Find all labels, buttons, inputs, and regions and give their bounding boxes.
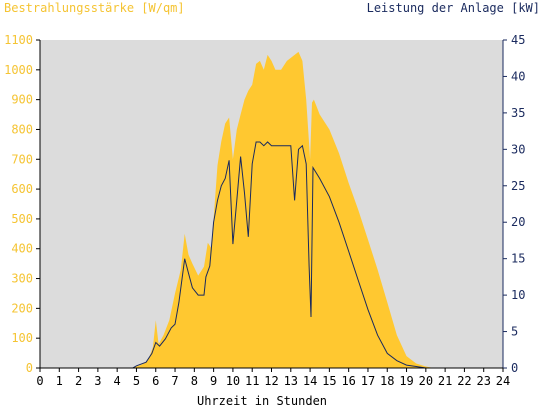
x-tick-label: 3 [94,374,101,388]
x-tick-label: 1 [56,374,63,388]
y-left-tick-label: 800 [11,122,33,136]
y-left-tick-label: 500 [11,212,33,226]
y-right-tick-label: 0 [511,361,518,375]
x-tick-label: 19 [399,374,413,388]
y-left-tick-label: 600 [11,182,33,196]
x-tick-label: 8 [191,374,198,388]
x-axis-title: Uhrzeit in Stunden [197,394,327,408]
y-right-tick-label: 35 [511,106,525,120]
y-left-tick-label: 300 [11,272,33,286]
irradiance-area-layer [40,51,503,369]
y-right-tick-label: 5 [511,325,518,339]
irradiance-area [40,51,503,369]
y-right-tick-label: 40 [511,69,525,83]
x-tick-label: 2 [75,374,82,388]
y-right-tick-label: 20 [511,215,525,229]
power-line [40,141,503,369]
x-tick-label: 10 [226,374,240,388]
x-tick-label: 16 [341,374,355,388]
x-tick-label: 24 [496,374,510,388]
x-tick-label: 22 [457,374,471,388]
x-tick-label: 23 [476,374,490,388]
x-tick-label: 11 [245,374,259,388]
x-tick-label: 13 [284,374,298,388]
y-right-tick-label: 15 [511,252,525,266]
x-tick-label: 6 [152,374,159,388]
x-tick-label: 5 [133,374,140,388]
x-tick-label: 14 [303,374,317,388]
y-left-tick-label: 1100 [4,33,33,47]
x-tick-label: 12 [264,374,278,388]
y-left-tick-label: 200 [11,301,33,315]
x-tick-label: 17 [361,374,375,388]
y-left-tick-label: 700 [11,152,33,166]
x-tick-label: 21 [438,374,452,388]
x-tick-label: 20 [419,374,433,388]
x-tick-label: 7 [171,374,178,388]
y-right-tick-label: 25 [511,179,525,193]
y-right-tick-label: 30 [511,142,525,156]
x-tick-label: 15 [322,374,336,388]
y-left-tick-label: 0 [26,361,33,375]
y-right-tick-label: 10 [511,288,525,302]
right-axis-title: Leistung der Anlage [kW] [367,1,540,15]
x-tick-label: 18 [380,374,394,388]
y-left-tick-label: 900 [11,93,33,107]
y-left-tick-label: 100 [11,331,33,345]
y-right-tick-label: 45 [511,33,525,47]
y-left-tick-label: 400 [11,242,33,256]
x-tick-label: 9 [210,374,217,388]
y-left-tick-label: 1000 [4,63,33,77]
left-axis-title: Bestrahlungsstärke [W/qm] [4,1,185,15]
axes-layer: 0100200300400500600700800900100011000510… [4,33,525,388]
x-tick-label: 4 [114,374,121,388]
power-line-layer [40,141,503,369]
x-tick-label: 0 [36,374,43,388]
